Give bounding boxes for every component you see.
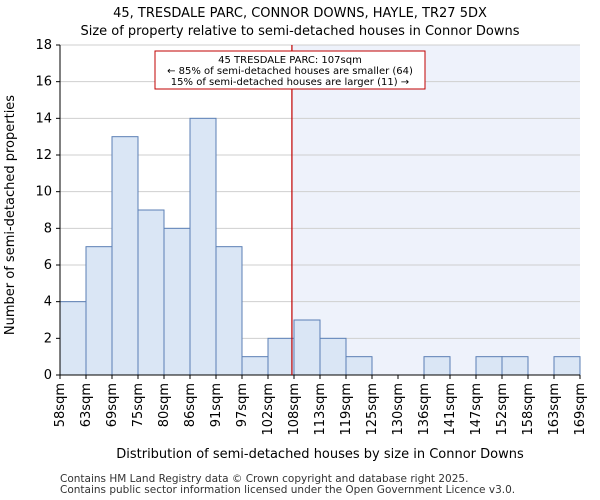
y-tick-label: 10 <box>35 185 52 200</box>
bar <box>423 356 451 376</box>
x-tick-label: 91sqm <box>209 383 224 427</box>
y-tick-label: 0 <box>44 368 52 383</box>
y-tick-label: 12 <box>35 148 52 163</box>
bar <box>501 356 529 376</box>
bar <box>293 319 321 376</box>
bar <box>111 136 139 376</box>
footer-line-2: Contains public sector information licen… <box>60 484 516 496</box>
x-tick-label: 63sqm <box>79 383 94 427</box>
y-tick-label: 14 <box>35 111 52 126</box>
bar <box>553 356 581 376</box>
bar <box>345 356 373 376</box>
x-tick-label: 86sqm <box>183 383 198 427</box>
larger-region-shade <box>291 45 580 375</box>
x-tick-label: 113sqm <box>313 383 328 436</box>
bar <box>241 356 269 376</box>
x-tick-label: 130sqm <box>391 383 406 436</box>
x-tick-label: 80sqm <box>157 383 172 427</box>
x-tick-label: 169sqm <box>573 383 588 436</box>
x-tick-label: 58sqm <box>53 383 68 427</box>
x-tick-label: 69sqm <box>105 383 120 427</box>
chart-title: 45, TRESDALE PARC, CONNOR DOWNS, HAYLE, … <box>113 6 487 21</box>
bar <box>189 117 217 376</box>
y-tick-label: 4 <box>44 295 52 310</box>
x-axis-title: Distribution of semi-detached houses by … <box>116 447 524 462</box>
x-tick-label: 141sqm <box>443 383 458 436</box>
y-tick-label: 16 <box>35 75 52 90</box>
chart-subtitle: Size of property relative to semi-detach… <box>80 24 520 39</box>
x-tick-label: 147sqm <box>469 383 484 436</box>
bar <box>319 337 347 376</box>
annotation-line-1: 45 TRESDALE PARC: 107sqm <box>218 55 362 66</box>
x-tick-label: 119sqm <box>339 383 354 436</box>
bar <box>163 227 191 376</box>
y-tick-label: 2 <box>44 331 52 346</box>
annotation-line-3: 15% of semi-detached houses are larger (… <box>171 77 409 88</box>
x-tick-label: 136sqm <box>417 383 432 436</box>
x-tick-label: 97sqm <box>235 383 250 427</box>
y-axis-title: Number of semi-detached properties <box>3 95 18 335</box>
x-tick-label: 108sqm <box>287 383 302 436</box>
y-tick-label: 8 <box>44 221 52 236</box>
bar <box>267 337 295 376</box>
bar <box>59 301 87 376</box>
x-tick-label: 102sqm <box>261 383 276 436</box>
bar <box>85 246 113 376</box>
x-tick-label: 163sqm <box>547 383 562 436</box>
x-tick-label: 125sqm <box>365 383 380 436</box>
footer-line-1: Contains HM Land Registry data © Crown c… <box>60 473 469 485</box>
x-tick-label: 158sqm <box>521 383 536 436</box>
bar <box>215 246 243 376</box>
annotation-box <box>154 50 426 90</box>
x-tick-label: 75sqm <box>131 383 146 427</box>
y-tick-label: 18 <box>35 38 52 53</box>
y-tick-label: 6 <box>44 258 52 273</box>
annotation-line-2: ← 85% of semi-detached houses are smalle… <box>167 66 413 77</box>
x-tick-label: 152sqm <box>495 383 510 436</box>
bar <box>475 356 503 376</box>
bar <box>137 209 165 376</box>
